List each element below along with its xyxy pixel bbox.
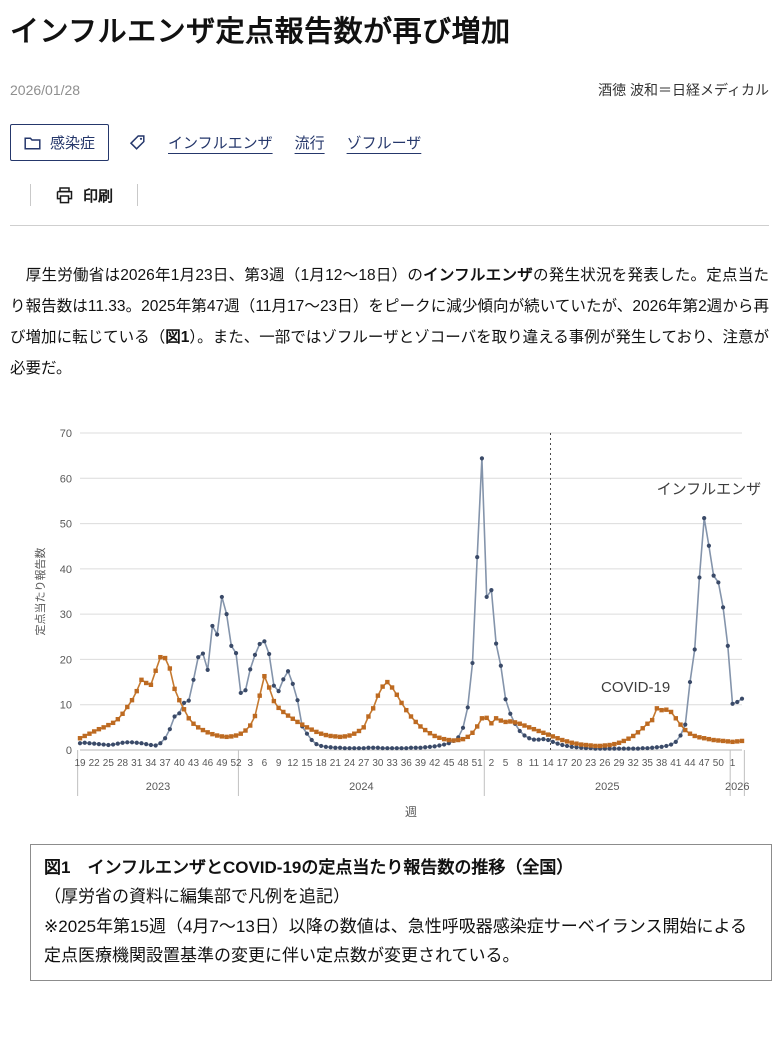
- svg-text:51: 51: [472, 758, 484, 769]
- svg-text:2023: 2023: [146, 781, 170, 793]
- article-body: 厚生労働省は2026年1月23日、第3週（1月12～18日）のインフルエンザの発…: [10, 267, 769, 378]
- print-button[interactable]: 印刷: [55, 185, 113, 206]
- category-link[interactable]: 感染症: [10, 124, 110, 162]
- svg-text:47: 47: [699, 758, 711, 769]
- svg-text:42: 42: [429, 758, 441, 769]
- svg-text:70: 70: [60, 428, 72, 440]
- svg-text:2024: 2024: [349, 781, 373, 793]
- svg-text:52: 52: [230, 758, 242, 769]
- svg-text:15: 15: [301, 758, 313, 769]
- svg-text:0: 0: [66, 745, 72, 757]
- svg-text:50: 50: [713, 758, 725, 769]
- taxonomy-row: 感染症 インフルエンザ 流行 ゾフルーザ: [10, 124, 769, 162]
- svg-text:45: 45: [443, 758, 455, 769]
- print-label: 印刷: [83, 187, 114, 205]
- divider-vertical: [137, 184, 139, 207]
- svg-text:1: 1: [730, 758, 736, 769]
- svg-text:24: 24: [344, 758, 356, 769]
- svg-text:25: 25: [103, 758, 115, 769]
- svg-text:2026: 2026: [725, 781, 749, 793]
- svg-text:35: 35: [642, 758, 654, 769]
- svg-text:2: 2: [489, 758, 495, 769]
- svg-text:19: 19: [74, 758, 86, 769]
- folder-icon: [24, 136, 41, 150]
- svg-text:30: 30: [60, 609, 72, 621]
- svg-text:22: 22: [89, 758, 101, 769]
- svg-text:10: 10: [60, 700, 72, 712]
- svg-text:8: 8: [517, 758, 523, 769]
- svg-text:17: 17: [557, 758, 569, 769]
- author-name: 酒徳 波和＝日経メディカル: [598, 82, 769, 99]
- article-title: インフルエンザ定点報告数が再び増加: [10, 16, 511, 48]
- svg-text:31: 31: [131, 758, 143, 769]
- svg-text:2025: 2025: [595, 781, 619, 793]
- svg-text:26: 26: [599, 758, 611, 769]
- svg-text:38: 38: [656, 758, 668, 769]
- svg-text:インフルエンザ: インフルエンザ: [657, 481, 762, 498]
- caption-note: （厚労省の資料に編集部で凡例を追記）: [44, 887, 350, 907]
- svg-text:29: 29: [613, 758, 625, 769]
- svg-text:50: 50: [60, 519, 72, 531]
- svg-text:41: 41: [670, 758, 682, 769]
- tag-link[interactable]: 流行: [294, 135, 325, 153]
- divider-horizontal: [10, 225, 769, 227]
- article-page: インフルエンザ定点報告数が再び増加 2026/01/28 酒徳 波和＝日経メディ…: [10, 16, 772, 982]
- svg-text:20: 20: [60, 655, 72, 667]
- svg-text:5: 5: [503, 758, 509, 769]
- tag-link[interactable]: インフルエンザ: [168, 135, 273, 153]
- figure1-chart-image: 0 10 20 30 40 50 60 70 19 22 25 28 31 34 37 40 43 46 49 52 3…: [30, 418, 775, 838]
- svg-text:44: 44: [684, 758, 696, 769]
- caption-remark: ※2025年第15週（4月7～13日）以降の数値は、急性呼吸器感染症サーベイラン…: [44, 916, 747, 965]
- svg-text:33: 33: [387, 758, 399, 769]
- svg-text:14: 14: [543, 758, 555, 769]
- figure1: 0 10 20 30 40 50 60 70 19 22 25 28 31 34 37 40 43 46 49 52 3…: [30, 418, 772, 982]
- svg-text:6: 6: [262, 758, 268, 769]
- tag-link[interactable]: ゾフルーザ: [346, 135, 422, 153]
- svg-text:40: 40: [174, 758, 186, 769]
- svg-text:COVID-19: COVID-19: [601, 679, 670, 696]
- svg-text:37: 37: [160, 758, 172, 769]
- svg-text:定点当たり報告数: 定点当たり報告数: [33, 548, 47, 636]
- tag-icon: [129, 134, 146, 151]
- svg-text:23: 23: [585, 758, 597, 769]
- svg-text:週: 週: [405, 805, 417, 819]
- svg-text:3: 3: [247, 758, 253, 769]
- svg-text:48: 48: [457, 758, 469, 769]
- svg-text:36: 36: [401, 758, 413, 769]
- tag-group: インフルエンザ 流行 ゾフルーザ: [129, 132, 421, 153]
- svg-text:20: 20: [571, 758, 583, 769]
- svg-text:12: 12: [287, 758, 299, 769]
- figure1-caption: 図1 インフルエンザとCOVID-19の定点当たり報告数の推移（全国） （厚労省…: [30, 844, 772, 982]
- svg-text:28: 28: [117, 758, 129, 769]
- svg-text:43: 43: [188, 758, 200, 769]
- toolbar-row: 印刷: [30, 183, 769, 207]
- meta-row: 2026/01/28 酒徳 波和＝日経メディカル: [10, 80, 769, 100]
- svg-text:39: 39: [415, 758, 427, 769]
- publish-date: 2026/01/28: [10, 82, 81, 99]
- svg-text:32: 32: [628, 758, 640, 769]
- svg-text:18: 18: [316, 758, 328, 769]
- svg-text:49: 49: [216, 758, 228, 769]
- caption-title: 図1 インフルエンザとCOVID-19の定点当たり報告数の推移（全国）: [44, 858, 574, 878]
- category-label: 感染症: [50, 135, 96, 153]
- svg-text:60: 60: [60, 474, 72, 486]
- printer-icon: [55, 187, 74, 204]
- svg-text:30: 30: [372, 758, 384, 769]
- svg-text:27: 27: [358, 758, 370, 769]
- svg-text:34: 34: [145, 758, 157, 769]
- svg-text:11: 11: [529, 758, 540, 769]
- svg-text:46: 46: [202, 758, 214, 769]
- svg-text:9: 9: [276, 758, 282, 769]
- svg-text:21: 21: [330, 758, 342, 769]
- divider-vertical: [30, 184, 31, 207]
- svg-text:40: 40: [60, 564, 72, 576]
